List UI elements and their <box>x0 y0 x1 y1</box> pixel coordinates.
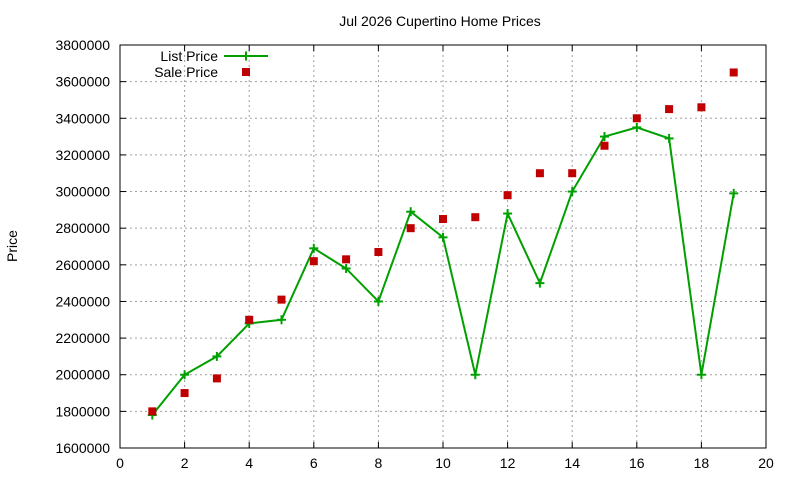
x-tick-label: 2 <box>181 455 189 471</box>
y-tick-label: 1600000 <box>55 440 110 456</box>
legend-swatch-marker <box>241 51 251 61</box>
chart-title: Jul 2026 Cupertino Home Prices <box>339 13 541 29</box>
y-tick-label: 3600000 <box>55 74 110 90</box>
y-tick-label: 2400000 <box>55 293 110 309</box>
data-point <box>277 295 286 304</box>
legend-label: Sale Price <box>154 64 218 80</box>
data-point <box>277 315 286 325</box>
data-point <box>212 351 222 361</box>
y-tick-label: 2600000 <box>55 257 110 273</box>
x-tick-label: 14 <box>564 455 580 471</box>
y-tick-label: 1800000 <box>55 403 110 419</box>
data-point <box>406 224 415 233</box>
y-tick-label: 3800000 <box>55 37 110 53</box>
y-tick-label: 2200000 <box>55 330 110 346</box>
data-point <box>180 389 189 398</box>
y-tick-label: 2000000 <box>55 367 110 383</box>
data-point <box>503 209 513 219</box>
data-point <box>567 187 577 197</box>
data-point <box>664 133 674 143</box>
data-point <box>180 370 190 380</box>
data-point <box>342 255 351 264</box>
data-point <box>729 68 738 77</box>
grid <box>120 45 766 448</box>
legend-swatch-marker <box>242 68 250 76</box>
data-point <box>470 370 480 380</box>
data-point <box>600 132 609 142</box>
x-tick-label: 4 <box>245 455 253 471</box>
data-point <box>309 243 319 253</box>
x-tick-label: 20 <box>758 455 774 471</box>
data-point <box>341 263 351 273</box>
data-point <box>148 407 157 416</box>
data-point <box>212 374 221 383</box>
data-point <box>632 122 642 132</box>
data-point <box>471 213 480 222</box>
data-point <box>600 141 609 150</box>
x-tick-label: 0 <box>116 455 124 471</box>
data-point <box>535 278 545 288</box>
axes: 0 2 4 6 8 10 12 14 16 18 20 1600000 1800000 2000000 22… <box>55 37 774 471</box>
data-point <box>665 105 674 114</box>
data-point <box>406 207 416 217</box>
x-tick-label: 10 <box>435 455 451 471</box>
y-tick-label: 3400000 <box>55 110 110 126</box>
y-tick-label: 3000000 <box>55 184 110 200</box>
data-point <box>245 315 254 324</box>
data-point <box>373 296 383 306</box>
data-point <box>729 188 739 198</box>
series-layer <box>147 68 739 420</box>
data-point <box>535 169 544 178</box>
data-point <box>632 114 641 123</box>
x-tick-label: 12 <box>500 455 516 471</box>
x-tick-label: 8 <box>375 455 383 471</box>
legend-label: List Price <box>160 48 218 64</box>
y-tick-label: 2800000 <box>55 220 110 236</box>
y-tick-label: 3200000 <box>55 147 110 163</box>
data-point <box>697 103 706 112</box>
data-point <box>374 247 383 256</box>
data-point <box>439 215 447 224</box>
x-tick-label: 6 <box>310 455 318 471</box>
data-point <box>438 232 448 242</box>
x-tick-label: 16 <box>629 455 645 471</box>
series-1 <box>148 68 738 416</box>
data-point <box>503 191 512 200</box>
y-axis-label: Price <box>4 230 20 262</box>
x-tick-label: 18 <box>694 455 710 471</box>
data-point <box>568 169 577 178</box>
data-point <box>696 370 706 380</box>
data-point <box>309 257 318 266</box>
